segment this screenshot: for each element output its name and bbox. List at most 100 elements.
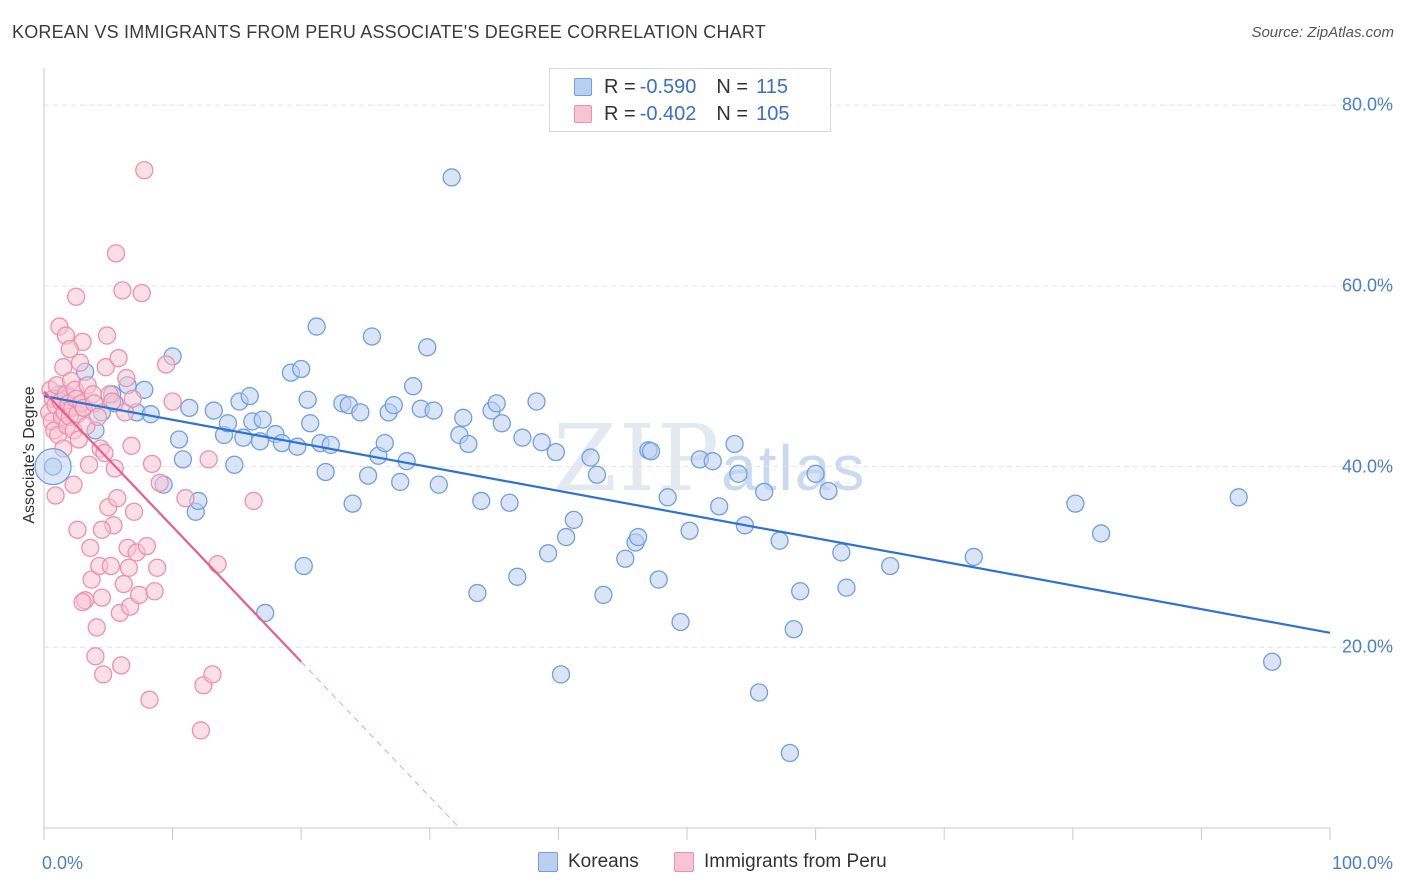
peru-point bbox=[101, 556, 121, 576]
korean-point bbox=[34, 447, 72, 486]
koreans-legend-swatch bbox=[538, 852, 558, 872]
y-tick-label: 40.0% bbox=[1341, 456, 1393, 477]
korean-point bbox=[272, 433, 292, 453]
koreans-trend-line bbox=[43, 395, 1331, 634]
korean-point bbox=[641, 442, 661, 461]
korean-point bbox=[384, 395, 403, 415]
korean-point bbox=[594, 585, 613, 605]
korean-point bbox=[343, 494, 362, 513]
peru-point bbox=[81, 538, 100, 558]
peru-point bbox=[88, 407, 108, 427]
peru-point bbox=[150, 473, 169, 493]
korean-point bbox=[294, 556, 313, 576]
axes bbox=[43, 68, 1331, 840]
korean-point bbox=[532, 433, 551, 452]
peru-point bbox=[191, 721, 211, 740]
peru-point bbox=[73, 592, 92, 612]
peru-swatch bbox=[574, 105, 592, 123]
correlation-legend: R = -0.590 N = 115 R = -0.402 N = 105 bbox=[549, 68, 831, 132]
korean-point bbox=[749, 683, 769, 702]
korean-point bbox=[500, 493, 519, 512]
peru-point bbox=[119, 558, 139, 577]
peru-point bbox=[46, 486, 65, 505]
source-label: Source: ZipAtlas.com bbox=[1251, 24, 1394, 41]
peru-point bbox=[92, 520, 112, 539]
korean-point bbox=[492, 414, 511, 433]
peru-point bbox=[124, 502, 144, 521]
peru-point bbox=[87, 618, 106, 637]
korean-point bbox=[358, 466, 378, 485]
peru-point bbox=[109, 349, 128, 368]
korean-point bbox=[362, 327, 382, 346]
peru-point bbox=[145, 582, 164, 601]
korean-point bbox=[832, 543, 851, 562]
korean-point bbox=[472, 491, 491, 511]
grid-lines bbox=[44, 104, 1394, 648]
peru-point bbox=[117, 368, 136, 388]
x-tick-label-max: 100.0% bbox=[1331, 853, 1393, 873]
korean-point bbox=[1091, 524, 1111, 543]
peru-point bbox=[123, 389, 142, 408]
korean-point bbox=[292, 359, 311, 379]
korean-point bbox=[173, 450, 193, 469]
peru-point bbox=[95, 443, 114, 463]
peru-point bbox=[92, 588, 112, 607]
data-points bbox=[34, 161, 1282, 763]
korean-point bbox=[546, 442, 565, 462]
korean-point bbox=[581, 448, 600, 467]
korean-point bbox=[616, 549, 635, 568]
peru-point bbox=[132, 283, 151, 303]
peru-point bbox=[69, 430, 88, 449]
peru-point bbox=[203, 665, 222, 684]
korean-point bbox=[375, 433, 394, 453]
korean-point bbox=[784, 620, 803, 639]
peru-point bbox=[157, 355, 176, 374]
peru-point bbox=[79, 455, 99, 474]
korean-point bbox=[791, 582, 810, 601]
korean-point bbox=[256, 603, 275, 623]
bottom-legend-koreans: Koreans bbox=[538, 851, 639, 873]
korean-point bbox=[780, 743, 800, 763]
koreans-swatch bbox=[574, 78, 592, 96]
peru-point bbox=[108, 489, 127, 508]
peru-point bbox=[64, 475, 83, 494]
legend-row-peru: R = -0.402 N = 105 bbox=[574, 101, 789, 127]
peru-point bbox=[244, 491, 263, 511]
peru-trend-line bbox=[43, 390, 302, 663]
korean-point bbox=[418, 338, 437, 357]
y-tick-label: 60.0% bbox=[1341, 275, 1393, 296]
peru-point bbox=[94, 665, 113, 684]
legend-n-value: 105 bbox=[756, 102, 790, 125]
x-tick-label-min: 0.0% bbox=[42, 853, 84, 873]
peru-point bbox=[112, 656, 131, 675]
korean-point bbox=[1066, 494, 1085, 513]
peru-point bbox=[130, 585, 149, 605]
peru-point bbox=[86, 647, 105, 666]
koreans-legend-label: Koreans bbox=[568, 851, 639, 872]
korean-point bbox=[1262, 652, 1282, 671]
y-tick-label: 80.0% bbox=[1341, 94, 1393, 115]
korean-point bbox=[1229, 488, 1248, 507]
peru-trend-extension bbox=[300, 661, 460, 829]
korean-point bbox=[556, 527, 576, 547]
peru-point bbox=[135, 161, 154, 180]
korean-point bbox=[429, 475, 448, 494]
peru-point bbox=[140, 690, 159, 709]
korean-point bbox=[671, 612, 690, 632]
peru-point bbox=[208, 555, 227, 574]
peru-point bbox=[82, 570, 101, 589]
peru-point bbox=[54, 358, 73, 377]
peru-point bbox=[199, 450, 218, 469]
peru-point bbox=[70, 353, 90, 372]
peru-point bbox=[176, 489, 195, 508]
y-axis-label: Associate's Degree bbox=[21, 386, 38, 524]
korean-point bbox=[240, 386, 259, 406]
legend-n-label: N = bbox=[716, 102, 749, 125]
peru-point bbox=[114, 574, 133, 594]
korean-point bbox=[391, 472, 410, 492]
legend-n-value: 115 bbox=[756, 75, 788, 98]
korean-point bbox=[454, 408, 473, 427]
peru-point bbox=[67, 287, 86, 306]
peru-point bbox=[105, 459, 124, 478]
